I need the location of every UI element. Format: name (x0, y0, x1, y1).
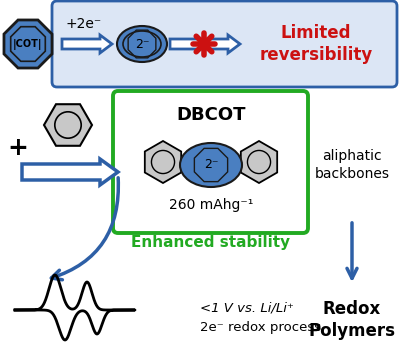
Polygon shape (145, 141, 181, 183)
Text: <1 V vs. Li/Li⁺: <1 V vs. Li/Li⁺ (200, 302, 294, 314)
FancyBboxPatch shape (113, 91, 308, 233)
FancyArrow shape (170, 35, 240, 53)
Polygon shape (4, 20, 52, 68)
Text: 2⁻: 2⁻ (204, 159, 218, 171)
Text: DBCOT: DBCOT (176, 106, 246, 124)
Text: +: + (8, 136, 28, 160)
Text: +2e⁻: +2e⁻ (66, 17, 102, 31)
Text: |COT|: |COT| (13, 38, 43, 49)
Ellipse shape (117, 26, 167, 62)
Text: Limited
reversibility: Limited reversibility (259, 24, 373, 64)
Polygon shape (241, 141, 277, 183)
Text: 260 mAhg⁻¹: 260 mAhg⁻¹ (169, 198, 253, 212)
FancyArrow shape (62, 35, 112, 53)
Text: Enhanced stability: Enhanced stability (132, 236, 290, 250)
FancyBboxPatch shape (52, 1, 397, 87)
FancyArrow shape (22, 159, 118, 185)
Text: 2e⁻ redox process: 2e⁻ redox process (200, 322, 321, 334)
Polygon shape (44, 104, 92, 146)
Text: aliphatic
backbones: aliphatic backbones (314, 149, 390, 181)
Text: 2⁻: 2⁻ (135, 37, 149, 50)
Text: Redox
Polymers: Redox Polymers (308, 300, 396, 340)
Ellipse shape (180, 143, 242, 187)
